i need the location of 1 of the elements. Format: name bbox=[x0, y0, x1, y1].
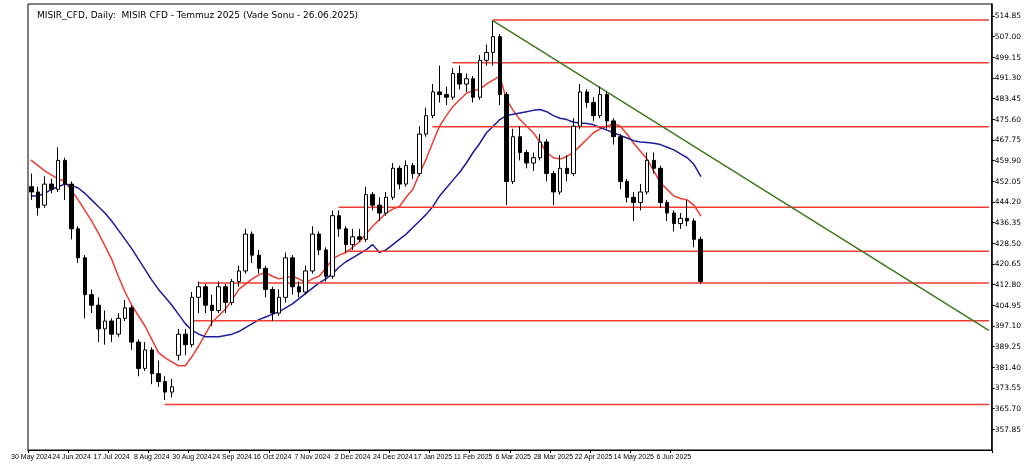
text: MISIR_CFD, Daily: MISIR CFD - Temmuz 2025 (Vade Sonu - 26.06.2025) bbox=[37, 9, 359, 20]
